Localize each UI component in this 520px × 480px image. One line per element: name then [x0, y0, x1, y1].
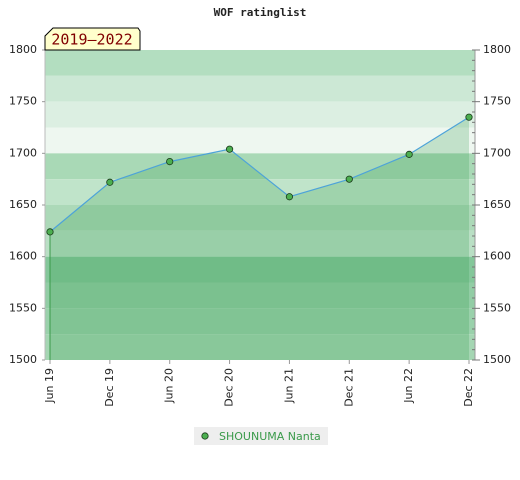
y2-tick-label: 1600	[483, 250, 511, 263]
band	[45, 308, 475, 335]
annotation: 2019–2022	[51, 31, 132, 49]
background-bands	[45, 50, 475, 360]
x-tick-label: Jun 21	[282, 368, 295, 404]
y-tick-label: 1650	[9, 198, 37, 211]
chart-title: WOF ratinglist	[214, 6, 307, 19]
x-tick-label: Jun 19	[43, 368, 56, 404]
area	[50, 117, 469, 361]
band	[45, 50, 475, 76]
y-tick-label: 1750	[9, 95, 37, 108]
band	[45, 179, 475, 205]
band	[45, 282, 475, 309]
band	[45, 205, 475, 231]
band	[45, 153, 475, 180]
y2-tick-label: 1800	[483, 43, 511, 56]
y2-tick-label: 1550	[483, 301, 511, 314]
marker	[405, 150, 413, 158]
x-tick-label: Dec 22	[462, 368, 475, 407]
band	[45, 75, 475, 102]
band	[45, 334, 475, 360]
marker	[285, 193, 294, 201]
y2-tick-label: 1500	[483, 353, 511, 366]
marker	[225, 145, 234, 153]
line	[49, 116, 470, 233]
band	[45, 101, 475, 128]
band	[45, 127, 475, 154]
marker	[46, 228, 54, 236]
y-tick-label: 1800	[9, 43, 37, 56]
x-tick-label: Dec 21	[342, 368, 355, 407]
annotation-box	[44, 27, 141, 51]
y-tick-label: 1500	[9, 353, 37, 366]
x-tick-label: Jun 20	[163, 368, 176, 404]
marker	[166, 158, 174, 166]
y-tick-label: 1700	[9, 146, 37, 159]
x-tick-label: Dec 19	[103, 368, 116, 407]
y2-tick-label: 1750	[483, 95, 511, 108]
legend-label: SHOUNUMA Nanta	[219, 430, 321, 443]
y-tick-label: 1550	[9, 301, 37, 314]
x-tick-label: Jun 22	[402, 368, 415, 404]
y2-tick-label: 1650	[483, 198, 511, 211]
legend-box	[194, 427, 328, 445]
x-tick-label: Dec 20	[223, 368, 236, 407]
marker	[106, 178, 114, 186]
band	[45, 230, 475, 257]
y2-tick-label: 1700	[483, 146, 511, 159]
plot	[42, 49, 480, 364]
band	[45, 256, 475, 283]
marker	[345, 175, 353, 183]
y-tick-label: 1600	[9, 250, 37, 263]
marker	[465, 113, 473, 121]
legend-marker	[201, 432, 209, 440]
